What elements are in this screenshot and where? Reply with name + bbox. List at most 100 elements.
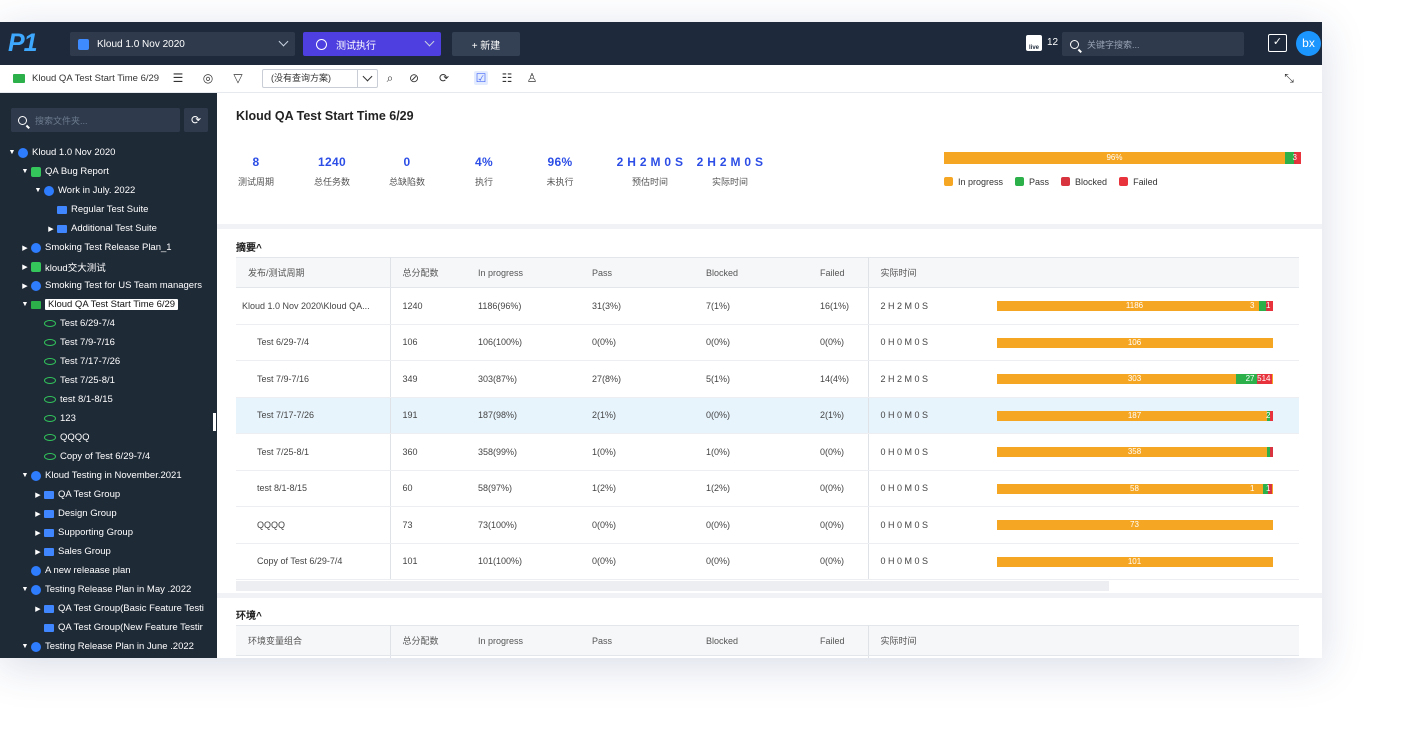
caret-right-icon[interactable]: ▶	[22, 282, 28, 290]
mode-select[interactable]: 测试执行	[303, 32, 441, 56]
tree-node[interactable]: Test 7/25-8/1	[0, 371, 217, 390]
column-header[interactable]: 总分配数	[390, 257, 466, 288]
column-header[interactable]: 环境变量组合	[236, 625, 391, 656]
column-header[interactable]: 发布/测试周期	[236, 257, 391, 288]
tree-node[interactable]: ▶ kloud交大测试	[0, 257, 217, 276]
caret-down-icon[interactable]: ▼	[21, 301, 29, 308]
column-header[interactable]: 总分配数	[390, 625, 466, 656]
column-header[interactable]: Blocked	[694, 257, 808, 288]
caret-down-icon[interactable]: ▼	[8, 149, 16, 156]
list-collapse-icon[interactable]: ☰	[172, 71, 184, 85]
new-button[interactable]: + 新建	[452, 32, 520, 56]
tree-node[interactable]: 123	[0, 409, 217, 428]
table-row[interactable]: Android-Chinese7979(100%)0(0%)0(0%)0(0%)…	[236, 655, 1299, 658]
summary-section-title[interactable]: 摘要^	[236, 243, 262, 254]
cell-time-and-bar: 2 H 2 M 0 S 1186 3 1	[868, 287, 1299, 325]
tree-node[interactable]: ▼ Kloud 1.0 Nov 2020	[0, 143, 217, 162]
table-row[interactable]: Test 6/29-7/4 106 106(100%) 0(0%) 0(0%) 0(0%)…	[236, 324, 1299, 361]
summary-view-icon[interactable]: ☑	[474, 71, 488, 85]
tree-node[interactable]: ▶ Additional Test Suite	[0, 219, 217, 238]
caret-down-icon[interactable]: ▼	[21, 586, 29, 593]
live-icon[interactable]: live	[1026, 35, 1042, 51]
refresh-icon[interactable]: ⟳	[184, 108, 208, 132]
caret-right-icon[interactable]: ▶	[35, 510, 41, 518]
tree-node[interactable]: A new releaase plan	[0, 561, 217, 580]
tree-node[interactable]: ▶ Design Group	[0, 504, 217, 523]
tree-node[interactable]: ▶ Smoking Test for US Team managers	[0, 276, 217, 295]
tree-node[interactable]: QQQQ	[0, 428, 217, 447]
tree-node[interactable]: ▼ Work in July. 2022	[0, 181, 217, 200]
overall-bar-failed	[1296, 152, 1301, 164]
target-icon[interactable]: ◎	[202, 71, 214, 85]
query-scheme-select[interactable]: (没有查询方案)	[262, 69, 378, 88]
tree-node[interactable]: ▶ Supporting Group	[0, 523, 217, 542]
tree-node[interactable]: Regular Test Suite	[0, 200, 217, 219]
tree-node[interactable]: test 8/1-8/15	[0, 390, 217, 409]
fullscreen-icon[interactable]: ⤡	[1284, 71, 1294, 85]
table-row[interactable]: Kloud 1.0 Nov 2020\Kloud QA... 1240 1186(9…	[236, 287, 1299, 325]
plan-icon	[31, 565, 41, 576]
app-logo[interactable]: P1	[8, 29, 38, 57]
cell-time: 0 H 0 M 0 S	[880, 337, 929, 348]
tree-node[interactable]: ▼ Kloud Testing in November.2021	[0, 466, 217, 485]
caret-down-icon[interactable]: ▼	[21, 168, 29, 175]
clear-filter-icon[interactable]: ⊘	[408, 71, 420, 85]
tree-node[interactable]: ▼ Testing Release Plan in May .2022	[0, 580, 217, 599]
folder-search-input[interactable]: 搜索文件夹...	[11, 108, 180, 132]
list-view-icon[interactable]: ☷	[501, 71, 513, 85]
column-header[interactable]: Pass	[580, 257, 694, 288]
caret-right-icon[interactable]: ▶	[35, 529, 41, 537]
fold-icon	[57, 224, 67, 233]
caret-right-icon[interactable]: ▶	[48, 225, 54, 233]
caret-down-icon[interactable]: ▼	[21, 643, 29, 650]
tree-node[interactable]: ▶ Smoking Test Release Plan_1	[0, 238, 217, 257]
row-progress-bar: 101	[996, 556, 1273, 567]
tree-node[interactable]: QA Test Group(New Feature Testir	[0, 618, 217, 637]
table-row[interactable]: Test 7/17-7/26 191 187(98%) 2(1%) 0(0%) 2(1%)…	[236, 397, 1299, 434]
column-header[interactable]: 实际时间	[868, 625, 1299, 656]
tree-node[interactable]: Copy of Test 6/29-7/4	[0, 447, 217, 466]
bar-value-label: 2	[1266, 410, 1271, 420]
caret-right-icon[interactable]: ▶	[35, 605, 41, 613]
bar-segment-in-progress	[996, 556, 1273, 567]
overall-bar-in-progress	[944, 152, 1286, 164]
search-icon[interactable]: ⌕	[386, 71, 394, 85]
filter-icon[interactable]: ▽	[233, 71, 243, 85]
avatar[interactable]: bx	[1296, 31, 1321, 56]
caret-down-icon[interactable]: ▼	[21, 472, 29, 479]
column-header[interactable]: 实际时间	[868, 257, 1299, 288]
refresh-icon[interactable]: ⟳	[438, 71, 450, 85]
column-header[interactable]: In progress	[466, 625, 580, 656]
tree-node[interactable]: Test 7/17-7/26	[0, 352, 217, 371]
global-search-input[interactable]: 关键字搜索...	[1062, 32, 1244, 56]
table-row[interactable]: Copy of Test 6/29-7/4 101 101(100%) 0(0%) 0(…	[236, 543, 1299, 580]
column-header[interactable]: Pass	[580, 625, 694, 656]
tree-node[interactable]: ▶ QA Test Group(Basic Feature Testi	[0, 599, 217, 618]
column-header[interactable]: Blocked	[694, 625, 808, 656]
sidebar-resize-handle[interactable]	[213, 413, 216, 431]
tree-node[interactable]: ▶ QA Test Group	[0, 485, 217, 504]
horizontal-scrollbar[interactable]	[236, 581, 1109, 591]
column-header[interactable]: Failed	[808, 257, 869, 288]
task-check-icon[interactable]: ✓	[1268, 34, 1287, 52]
tree-node[interactable]: ▶ Sales Group	[0, 542, 217, 561]
table-row[interactable]: test 8/1-8/15 60 58(97%) 1(2%) 1(2%) 0(0%) 0 H…	[236, 470, 1299, 507]
column-header[interactable]: Failed	[808, 625, 869, 656]
table-row[interactable]: Test 7/25-8/1 360 358(99%) 1(0%) 1(0%) 0(0%) 0…	[236, 433, 1299, 471]
tree-node[interactable]: Test 7/9-7/16	[0, 333, 217, 352]
environment-section-title[interactable]: 环境^	[236, 611, 262, 622]
caret-down-icon[interactable]: ▼	[34, 187, 42, 194]
table-row[interactable]: QQQQ 73 73(100%) 0(0%) 0(0%) 0(0%) 0 H 0 M 0 S…	[236, 506, 1299, 544]
column-header[interactable]: In progress	[466, 257, 580, 288]
caret-right-icon[interactable]: ▶	[35, 548, 41, 556]
tree-node[interactable]: ▼ QA Bug Report	[0, 162, 217, 181]
tree-node[interactable]: ▼ Testing Release Plan in June .2022	[0, 637, 217, 656]
project-select[interactable]: Kloud 1.0 Nov 2020	[70, 32, 295, 56]
table-row[interactable]: Test 7/9-7/16 349 303(87%) 27(8%) 5(1%) 14(4%…	[236, 360, 1299, 398]
caret-right-icon[interactable]: ▶	[22, 263, 28, 271]
tree-node[interactable]: Test 6/29-7/4	[0, 314, 217, 333]
user-view-icon[interactable]: ♙	[526, 71, 538, 85]
tree-node[interactable]: ▼ Kloud QA Test Start Time 6/29	[0, 295, 217, 314]
caret-right-icon[interactable]: ▶	[22, 244, 28, 252]
caret-right-icon[interactable]: ▶	[35, 491, 41, 499]
